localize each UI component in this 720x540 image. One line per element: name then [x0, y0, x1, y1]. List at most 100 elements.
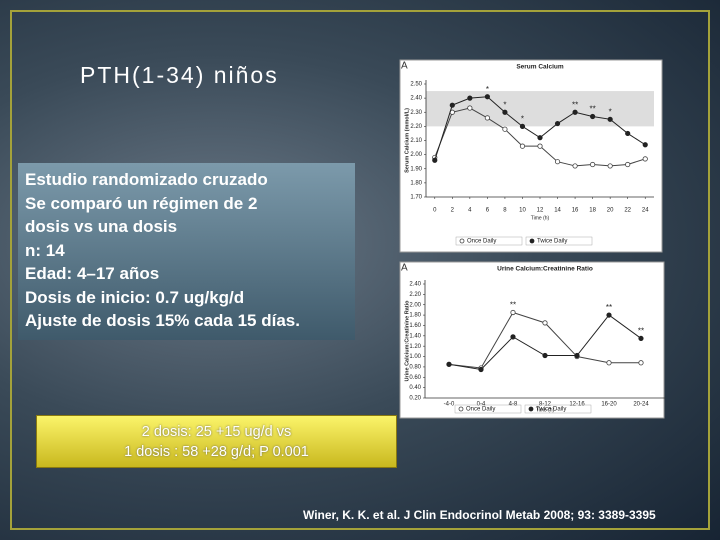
- y-tick-label: 1.60: [409, 323, 421, 329]
- chart-panel: [399, 261, 665, 419]
- point: [484, 115, 490, 121]
- legend-marker: [529, 238, 535, 244]
- bullet: n: 14: [25, 240, 65, 260]
- y-tick-label: 2.30: [410, 110, 422, 116]
- annotation: **: [589, 105, 595, 114]
- y-tick-label: 2.40: [410, 96, 422, 102]
- x-axis-label: Time (h): [536, 407, 555, 413]
- y-tick-label: 1.80: [410, 180, 422, 186]
- normal-range: [426, 91, 654, 127]
- point: [638, 335, 644, 342]
- y-tick-label: 1.20: [409, 344, 421, 350]
- chart-title: Urine Calcium:Creatinine Ratio: [497, 266, 593, 273]
- slide-title: PTH(1-34) niños: [80, 62, 279, 88]
- annotation: **: [572, 100, 578, 109]
- point: [510, 309, 516, 316]
- y-tick-label: 2.20: [409, 292, 421, 298]
- legend-label: Twice Daily: [537, 239, 567, 245]
- panel-label: A: [401, 263, 408, 274]
- point: [537, 135, 543, 141]
- y-tick-label: 2.00: [409, 302, 421, 308]
- citation: Winer, K. K. et al. J Clin Endocrinol Me…: [303, 508, 656, 522]
- bullet: Edad: 4–17 años: [25, 264, 160, 283]
- x-tick-label: 22: [624, 208, 631, 214]
- bullet: Ajuste de dosis 15% cada 15 días.: [25, 311, 300, 330]
- point: [638, 360, 644, 366]
- point: [590, 113, 596, 120]
- legend-label: Twice Daily: [536, 407, 566, 413]
- point: [642, 156, 648, 162]
- point: [625, 130, 631, 137]
- x-tick-label: 12: [537, 208, 544, 214]
- legend-box: [524, 404, 592, 414]
- y-tick-label: 2.50: [410, 82, 422, 88]
- legend-label: Once Daily: [467, 239, 496, 245]
- annotation: **: [638, 327, 644, 336]
- point: [606, 312, 612, 318]
- legend-box: [454, 404, 522, 414]
- y-tick-label: 2.20: [410, 124, 422, 130]
- y-tick-label: 1.80: [409, 313, 421, 319]
- point: [554, 159, 561, 165]
- x-tick-label: 0: [433, 208, 437, 214]
- point: [467, 95, 473, 101]
- point: [574, 352, 580, 359]
- point: [510, 334, 516, 340]
- point: [542, 320, 548, 326]
- x-tick-label: 18: [589, 208, 596, 214]
- y-tick-label: 2.40: [409, 282, 421, 288]
- point: [607, 116, 613, 122]
- point: [432, 157, 438, 163]
- x-tick-label: 4-8: [509, 402, 518, 408]
- bullet: dosis vs una dosis: [25, 217, 178, 236]
- x-tick-label: -4-0: [444, 402, 455, 408]
- x-tick-label: 8: [503, 208, 507, 214]
- legend-marker: [528, 406, 534, 412]
- point: [607, 163, 613, 169]
- x-tick-label: 16: [572, 208, 579, 214]
- point: [537, 143, 543, 149]
- highlight-line: 2 dosis: 25 +15 ug/d vs: [141, 424, 292, 440]
- x-tick-label: 8-12: [539, 402, 552, 408]
- point: [542, 352, 548, 359]
- legend-marker: [458, 406, 464, 412]
- annotation: **: [606, 303, 612, 312]
- x-tick-label: 24: [642, 208, 649, 214]
- x-tick-label: 14: [554, 208, 561, 214]
- point: [519, 143, 526, 149]
- y-axis-label: Serum Calcium (mmol/L): [404, 108, 410, 173]
- chart-title: Serum Calcium: [516, 64, 564, 71]
- annotation: *: [609, 107, 612, 116]
- annotation: **: [510, 301, 516, 310]
- x-tick-label: 12-16: [569, 402, 585, 408]
- annotation: *: [486, 85, 489, 94]
- highlight-box: 2 dosis: 25 +15 ug/d vs 1 dosis : 58 +28 …: [36, 415, 397, 468]
- x-tick-label: 4: [468, 208, 472, 214]
- bullet: Dosis de inicio: 0.7 ug/kg/d: [25, 287, 245, 307]
- y-tick-label: 0.20: [409, 396, 421, 402]
- panel-label: A: [401, 61, 408, 72]
- point: [449, 102, 455, 108]
- bullet: Se comparó un régimen de 2: [25, 193, 258, 213]
- point: [502, 109, 508, 115]
- point: [484, 94, 490, 100]
- bullet: Estudio randomizado cruzado: [25, 170, 268, 189]
- x-tick-label: 6: [486, 208, 490, 214]
- y-tick-label: 2.00: [410, 152, 422, 158]
- point: [478, 366, 484, 373]
- point: [590, 161, 596, 168]
- x-tick-label: 2: [451, 208, 455, 214]
- x-tick-label: 16-20: [601, 402, 617, 408]
- point: [606, 360, 612, 366]
- point: [572, 163, 578, 169]
- legend-label: Once Daily: [466, 407, 495, 413]
- legend-box: [525, 236, 593, 246]
- x-tick-label: 0-4: [477, 402, 486, 408]
- point: [642, 142, 648, 148]
- text-box: Estudio randomizado cruzado Se comparó un…: [18, 163, 355, 340]
- point: [502, 126, 508, 132]
- point: [446, 361, 452, 367]
- legend-box: [455, 236, 523, 246]
